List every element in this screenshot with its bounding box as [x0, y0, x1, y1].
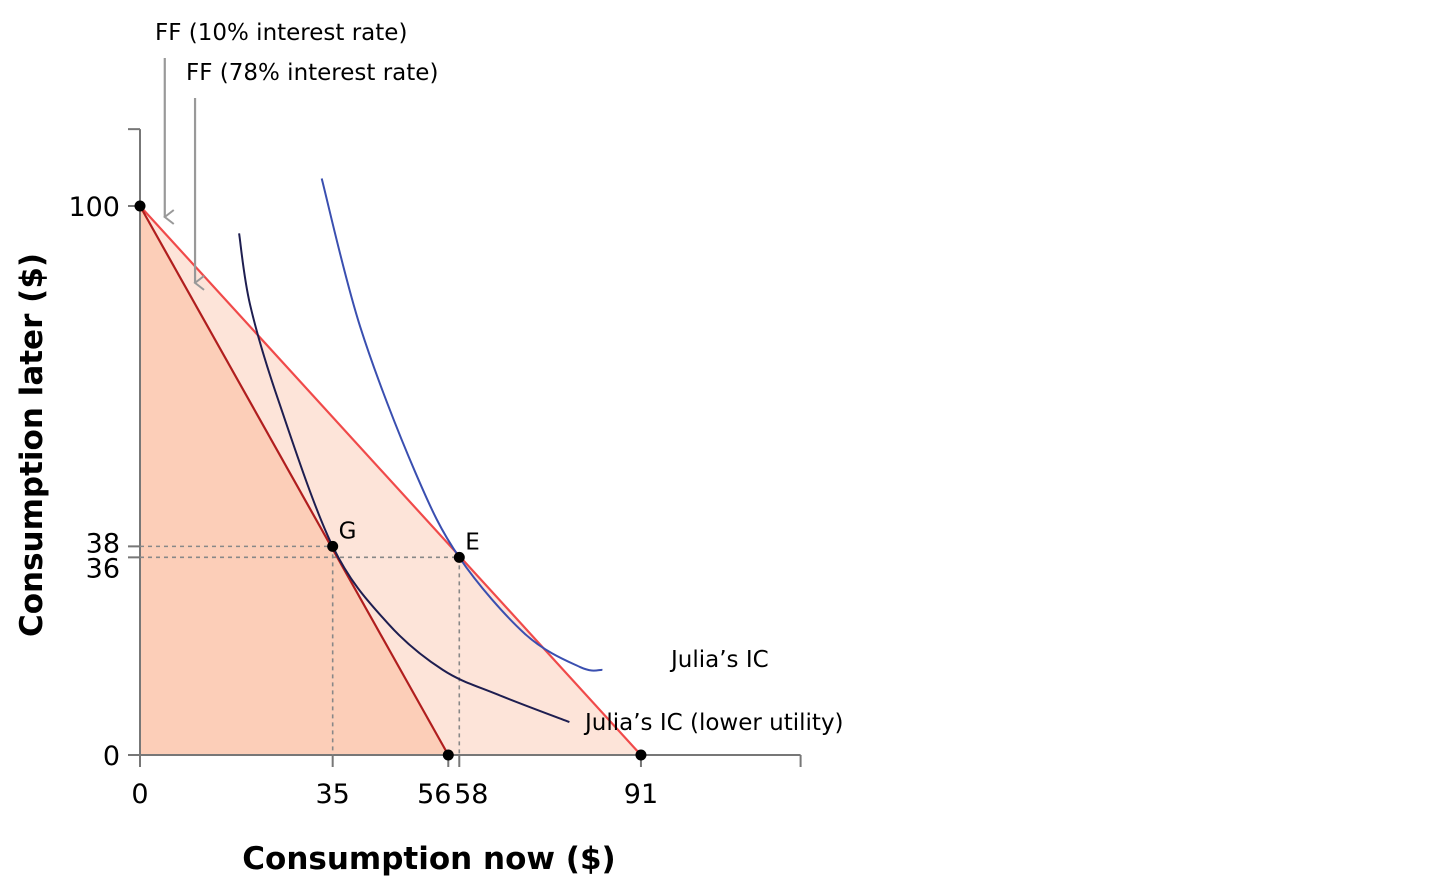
x-tick-label: 58: [454, 779, 488, 810]
julia-ic-lower-curve: [238, 233, 570, 724]
y-tick-label: 38: [86, 528, 120, 559]
point-0-100: [134, 200, 146, 212]
y-tick-label: 36: [86, 553, 120, 584]
annotations: FF (10% interest rate) FF (78% interest r…: [155, 20, 438, 291]
x-tick-label: 56: [417, 779, 451, 810]
x-tick-labels: 0 35 56 58 91: [131, 779, 658, 810]
y-tick-label: 100: [68, 192, 120, 223]
julia-ic-label: Julia’s IC: [669, 647, 769, 673]
x-tick-label: 35: [315, 779, 349, 810]
guide-lines: [140, 545, 461, 755]
point-label-E: E: [465, 529, 480, 555]
y-tick-label: 0: [103, 741, 120, 772]
julia-ic-lower-label: Julia’s IC (lower utility): [583, 710, 844, 736]
x-tick-label: 91: [624, 779, 658, 810]
ff-78pct-line: [139, 205, 450, 756]
x-axis-title: Consumption now ($): [242, 841, 615, 877]
y-axis-title: Consumption later ($): [14, 253, 50, 637]
ff-10pct-line: [139, 205, 642, 756]
point-E: [453, 551, 465, 563]
annotation-label: FF (78% interest rate): [186, 60, 438, 86]
point-56-0: [442, 749, 454, 761]
point-G: [327, 540, 339, 552]
julia-ic-curve: [320, 178, 603, 672]
point-91-0: [635, 749, 647, 761]
x-tick-label: 0: [131, 779, 148, 810]
annotation-label: FF (10% interest rate): [155, 20, 407, 46]
point-label-G: G: [339, 518, 357, 544]
